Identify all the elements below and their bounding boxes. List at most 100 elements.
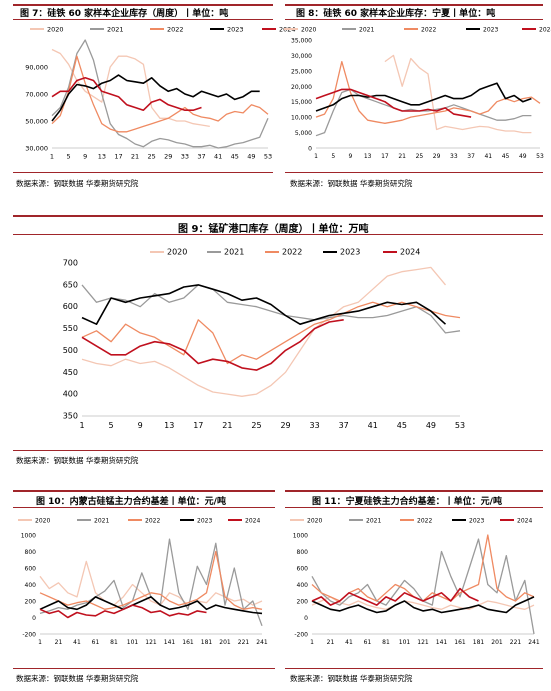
legend-label-2023: 2023 xyxy=(340,248,360,257)
series-line-2022 xyxy=(311,534,535,602)
chart7-title-rule xyxy=(13,19,273,20)
x-tick-label: 25 xyxy=(148,153,156,161)
chart8-svg: 0 5,000 10,000 15,000 20,000 25,000 30,000 35,0… xyxy=(284,27,551,160)
y-tick-label: 10,000 xyxy=(291,115,312,122)
x-tick-label: 17 xyxy=(114,153,122,161)
chart11-title: 图 11：宁夏硅铁主力合约基差：丨单位：元/吨 xyxy=(312,497,502,507)
y-tick-label: 30,000 xyxy=(291,53,312,60)
legend-label-2021: 2021 xyxy=(94,518,109,525)
x-tick-label: 13 xyxy=(364,153,372,160)
x-tick-label: 29 xyxy=(164,153,172,161)
x-tick-label: 37 xyxy=(467,153,475,160)
legend-label-2023: 2023 xyxy=(197,518,212,525)
x-tick-label: 17 xyxy=(193,421,203,430)
legend-label-2021: 2021 xyxy=(359,27,374,34)
y-tick-label: 600 xyxy=(63,302,78,311)
series-line-2023 xyxy=(315,82,532,112)
legend-label-2022: 2022 xyxy=(417,518,432,525)
x-tick-label: 45 xyxy=(397,421,407,430)
y-tick-label: -200 xyxy=(22,632,36,639)
chart7-svg: 30,000 50,000 70,000 90,000 1 5 9 13 17 21 25 29 33 3… xyxy=(25,26,295,161)
x-tick-label: 41 xyxy=(73,639,81,646)
y-tick-label: 0 xyxy=(32,615,36,622)
series-line-2024 xyxy=(315,88,472,118)
series-line-2020 xyxy=(51,48,210,128)
x-tick-label: 53 xyxy=(264,153,272,161)
x-tick-label: 241 xyxy=(256,639,268,646)
y-tick-label: 700 xyxy=(63,259,78,268)
x-tick-label: 181 xyxy=(201,639,213,646)
series-line-2020 xyxy=(39,560,263,606)
chart8-top-rule xyxy=(285,4,543,6)
x-tick-label: 221 xyxy=(510,639,522,646)
x-tick-label: 45 xyxy=(502,153,510,160)
x-tick-label: 141 xyxy=(164,639,176,646)
x-tick-label: 41 xyxy=(214,153,222,161)
x-tick-label: 41 xyxy=(484,153,492,160)
legend-label-2022: 2022 xyxy=(167,26,184,34)
chart11-bottom-rule xyxy=(285,668,543,669)
x-tick-label: 61 xyxy=(364,639,372,646)
x-tick-label: 101 xyxy=(399,639,411,646)
legend-label-2021: 2021 xyxy=(366,518,381,525)
x-tick-label: 221 xyxy=(238,639,250,646)
series-line-2022 xyxy=(51,55,269,133)
series-line-2020 xyxy=(81,266,446,397)
legend-label-2022: 2022 xyxy=(145,518,160,525)
x-tick-label: 45 xyxy=(231,153,239,161)
y-tick-label: 35,000 xyxy=(291,38,312,45)
y-tick-label: 400 xyxy=(297,582,309,589)
legend-label-2023: 2023 xyxy=(483,27,498,34)
series-line-2021 xyxy=(311,538,535,635)
chart10-title: 图 10：内蒙古硅锰主力合约基差丨单位：元/吨 xyxy=(36,497,226,507)
x-tick-label: 21 xyxy=(327,639,335,646)
x-tick-label: 1 xyxy=(310,639,314,646)
y-tick-label: 15,000 xyxy=(291,99,312,106)
chart9-source: 数据来源：钢联数据 华泰期货研究院 xyxy=(16,456,139,465)
x-tick-label: 5 xyxy=(67,153,71,161)
x-tick-label: 181 xyxy=(473,639,485,646)
y-tick-label: 90,000 xyxy=(25,64,48,72)
y-tick-label: 450 xyxy=(63,368,78,377)
legend-label-2021: 2021 xyxy=(107,26,124,34)
y-tick-label: 0 xyxy=(304,615,308,622)
chart7-source: 数据来源：钢联数据 华泰期货研究院 xyxy=(16,179,139,188)
series-line-2023 xyxy=(51,74,260,122)
x-tick-label: 41 xyxy=(368,421,378,430)
x-tick-label: 33 xyxy=(450,153,458,160)
x-tick-label: 25 xyxy=(251,421,261,430)
chart10-title-rule xyxy=(13,507,275,508)
y-tick-label: 200 xyxy=(25,599,37,606)
chart11-source: 数据来源：钢联数据 华泰期货研究院 xyxy=(290,674,413,683)
y-tick-label: 800 xyxy=(25,549,37,556)
x-tick-label: 33 xyxy=(181,153,189,161)
series-line-2023 xyxy=(311,596,535,614)
y-tick-label: 70,000 xyxy=(25,91,48,99)
x-tick-label: 101 xyxy=(127,639,139,646)
x-tick-label: 161 xyxy=(182,639,194,646)
legend-label-2020: 2020 xyxy=(307,518,322,525)
x-tick-label: 241 xyxy=(528,639,540,646)
y-tick-label: 20,000 xyxy=(291,84,312,91)
legend-label-2024: 2024 xyxy=(517,518,532,525)
x-tick-label: 41 xyxy=(345,639,353,646)
x-tick-label: 25 xyxy=(416,153,424,160)
legend-label-2020: 2020 xyxy=(301,27,316,34)
x-tick-label: 61 xyxy=(92,639,100,646)
series-line-2020 xyxy=(311,596,535,610)
legend-label-2022: 2022 xyxy=(282,248,302,257)
legend-label-2020: 2020 xyxy=(167,248,187,257)
chart7-top-rule xyxy=(13,4,273,6)
x-tick-label: 49 xyxy=(519,153,527,160)
y-tick-label: 1000 xyxy=(293,533,308,540)
legend-label-2024: 2024 xyxy=(539,27,551,34)
x-tick-label: 49 xyxy=(426,421,436,430)
x-tick-label: 21 xyxy=(398,153,406,160)
x-tick-label: 1 xyxy=(50,153,54,161)
x-tick-label: 5 xyxy=(331,153,335,160)
x-tick-label: 121 xyxy=(145,639,157,646)
y-tick-label: 30,000 xyxy=(25,145,48,153)
chart9-title: 图 9：锰矿港口库存（周度）丨单位：万吨 xyxy=(178,224,369,235)
